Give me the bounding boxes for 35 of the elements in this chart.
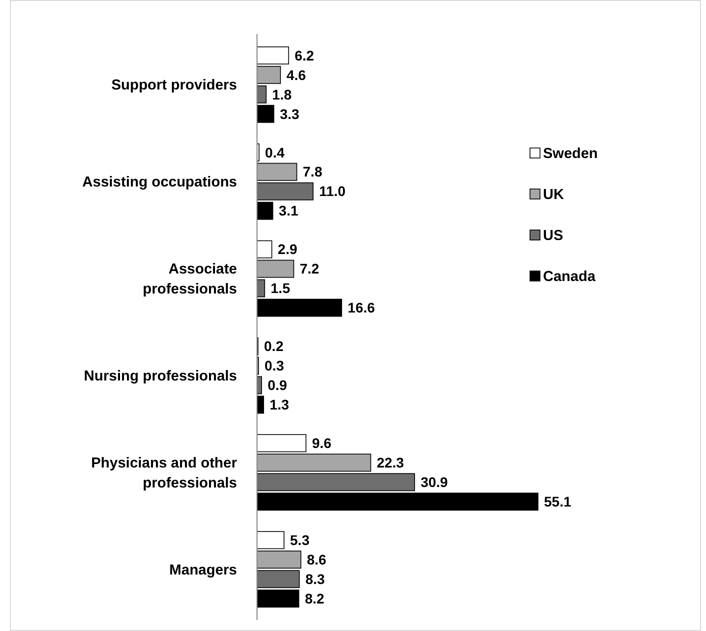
data-label: 1.8 — [272, 86, 292, 102]
data-label: 1.5 — [270, 280, 290, 296]
y-tick-label: Nursing professionals — [84, 368, 237, 385]
data-label: 8.2 — [304, 590, 324, 606]
data-label: 16.6 — [348, 300, 376, 316]
bar — [256, 298, 342, 317]
data-label: 2.9 — [278, 241, 298, 258]
data-label: 1.3 — [270, 396, 290, 413]
data-label: 0.4 — [265, 144, 285, 160]
data-label: 3.3 — [280, 106, 300, 122]
data-label: 7.2 — [300, 260, 320, 277]
data-label: 9.6 — [312, 435, 332, 452]
data-label: 30.9 — [420, 474, 448, 490]
data-label: 3.1 — [278, 202, 298, 219]
data-label: 22.3 — [376, 454, 404, 471]
data-label: 5.3 — [290, 532, 310, 548]
y-tick-label: Assisting occupations — [82, 174, 237, 191]
data-label: 4.6 — [286, 66, 306, 83]
y-tick-label: Physicians and other professionals — [91, 455, 238, 492]
data-label: 55.1 — [544, 494, 572, 510]
data-label: 0.3 — [264, 358, 284, 374]
data-label: 8.6 — [306, 552, 327, 568]
y-tick-label: Managers — [169, 562, 237, 578]
data-label: 0.2 — [264, 338, 284, 354]
data-label: 8.3 — [305, 570, 326, 587]
legend-label: Sweden — [543, 146, 598, 162]
data-label: 7.8 — [302, 164, 322, 180]
legend-label: Canada — [543, 269, 596, 286]
y-tick-label: Associate professionals — [142, 262, 237, 298]
data-label: 0.9 — [268, 377, 288, 394]
legend-label: UK — [543, 187, 564, 204]
legend-label: US — [543, 228, 564, 244]
data-label: 11.0 — [319, 183, 346, 200]
data-label: 6.2 — [294, 47, 314, 64]
y-tick-label: Support providers — [111, 78, 237, 94]
